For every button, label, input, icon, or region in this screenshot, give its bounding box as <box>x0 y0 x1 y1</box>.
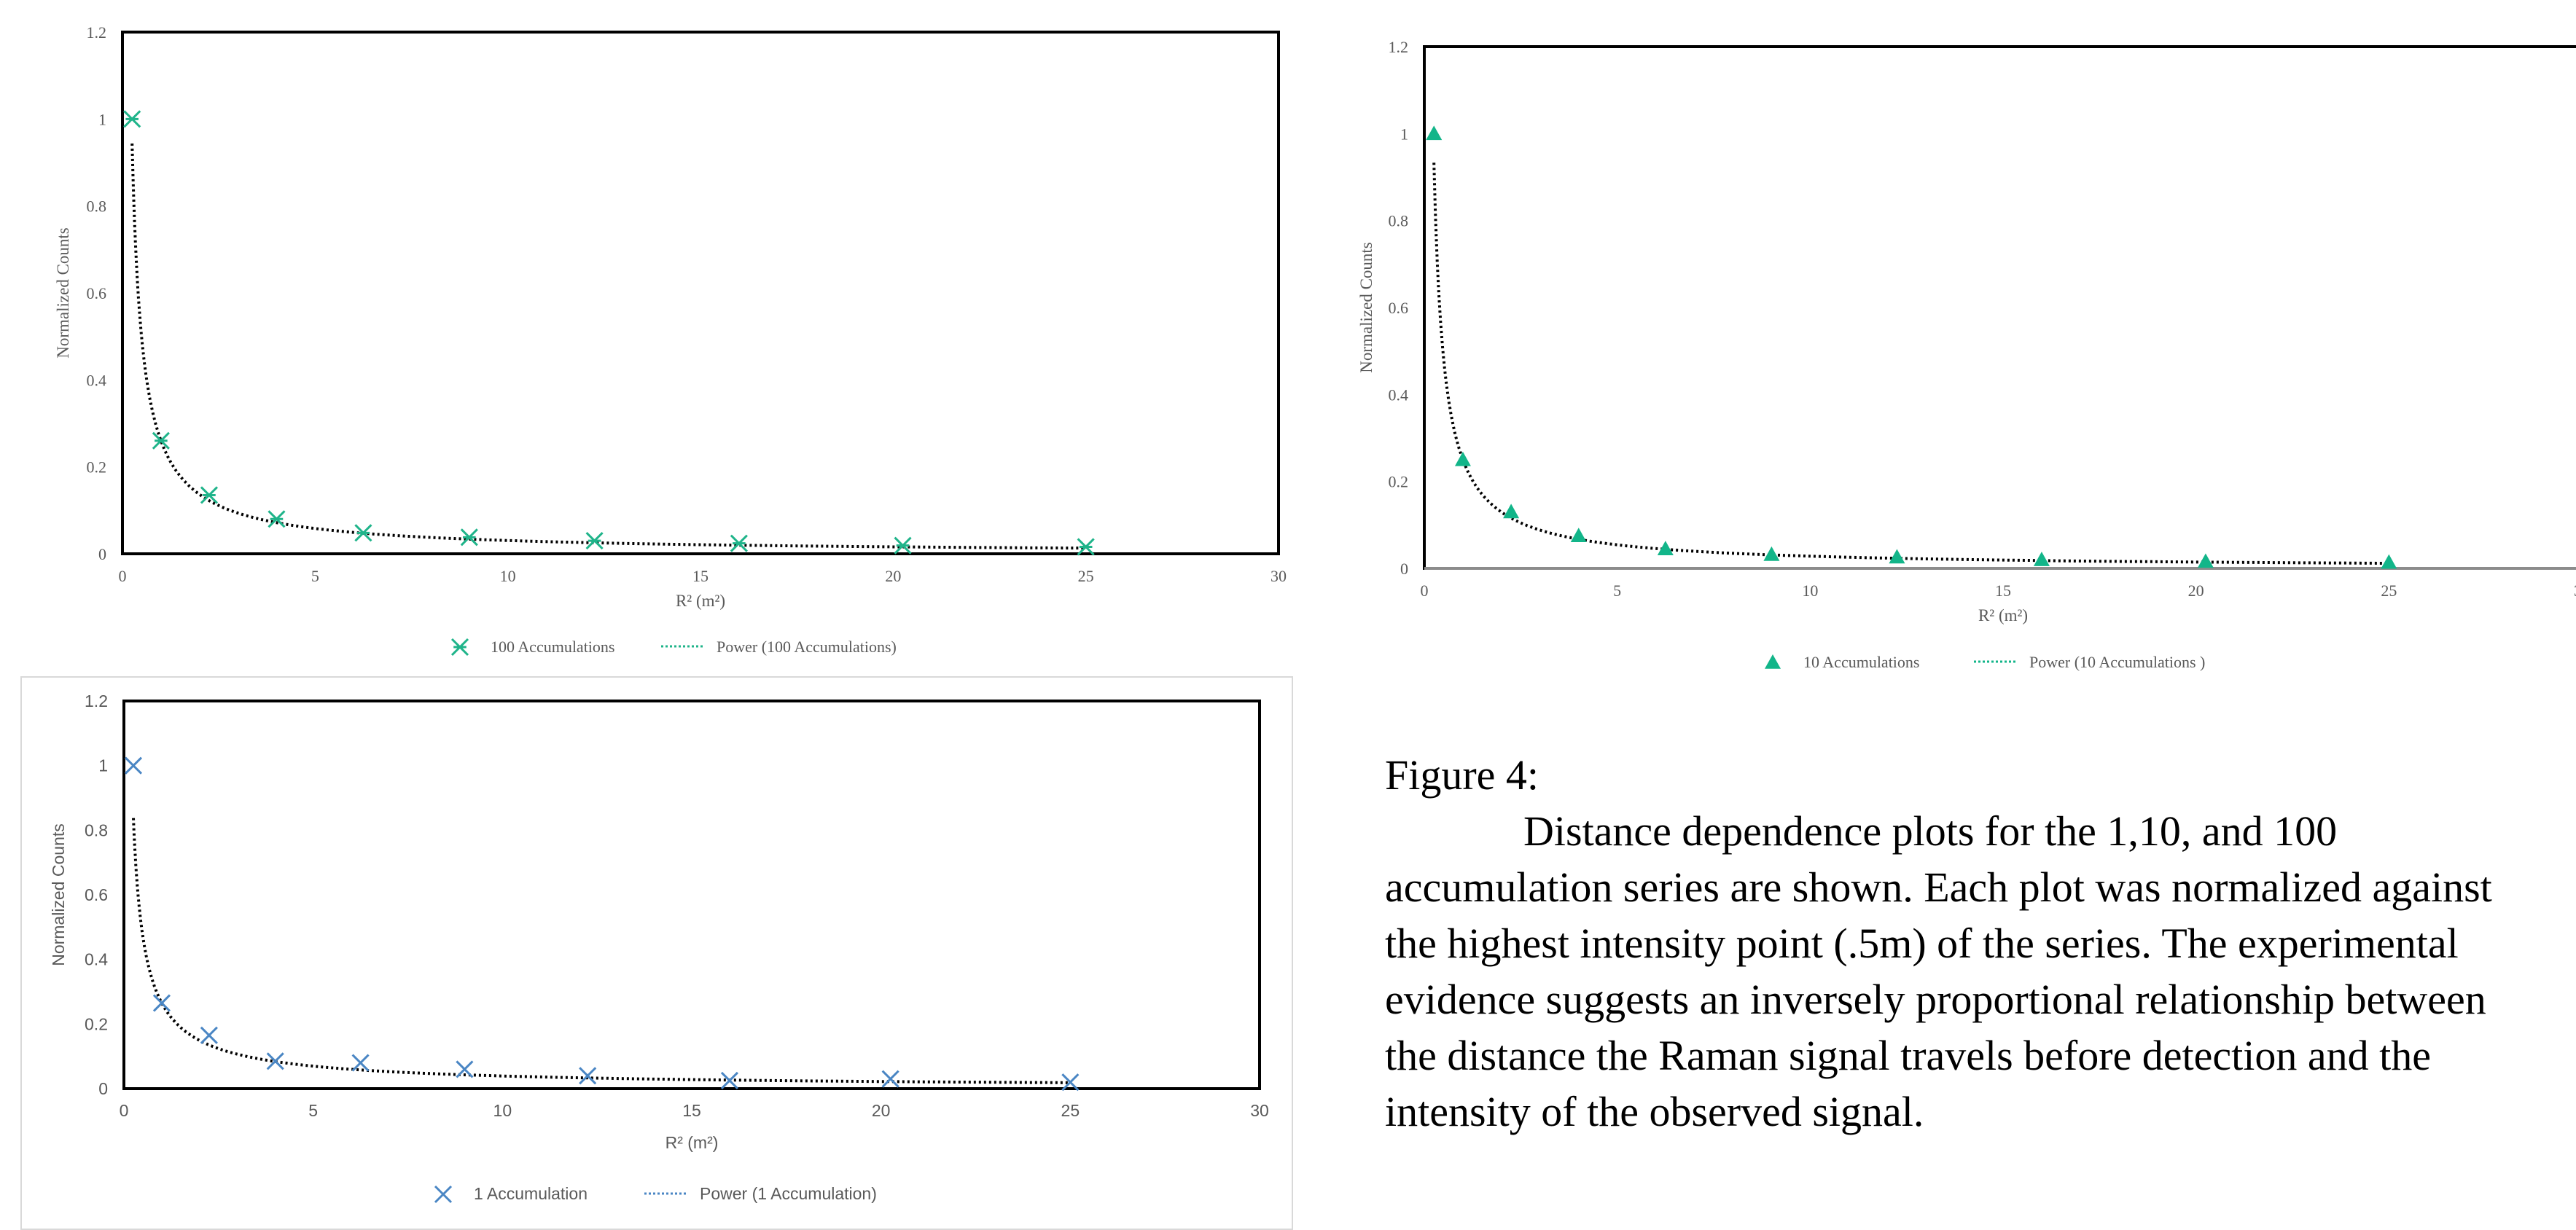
x-tick-label: 25 <box>1061 1101 1080 1120</box>
x-tick-label: 15 <box>682 1101 701 1120</box>
y-tick-label: 0.2 <box>1389 473 1409 491</box>
data-point <box>579 1067 597 1085</box>
y-tick-label: 0 <box>98 545 106 563</box>
y-axis-title: Normalized Counts <box>54 227 72 359</box>
x-tick-label: 10 <box>1802 581 1818 600</box>
y-tick-label: 0.6 <box>1389 299 1409 317</box>
data-point <box>1570 528 1587 543</box>
legend-marker <box>450 638 469 657</box>
data-point <box>1426 125 1443 141</box>
plot-area-border <box>122 700 1261 1090</box>
data-point <box>200 1026 218 1044</box>
trendline-power <box>1432 162 2389 565</box>
legend-label: Power (100 Accumulations) <box>717 638 897 656</box>
y-tick-label: 0.8 <box>85 820 108 839</box>
data-point <box>585 532 604 550</box>
legend-marker <box>434 1185 453 1204</box>
y-tick-label: 0.4 <box>87 371 107 389</box>
x-tick-label: 20 <box>872 1101 891 1120</box>
y-tick-label: 1 <box>1400 125 1408 143</box>
data-point <box>152 431 170 450</box>
data-point <box>1454 451 1471 466</box>
y-tick-label: 0 <box>1400 560 1408 578</box>
y-tick-label: 0.4 <box>85 950 108 969</box>
x-axis-title: R² (m²) <box>666 1133 719 1152</box>
legend-label: 10 Accumulations <box>1803 653 1919 671</box>
x-tick-label: 25 <box>1078 567 1094 585</box>
data-point <box>1763 546 1780 561</box>
y-axis-title: Normalized Counts <box>49 823 68 966</box>
caption-title: Figure 4: <box>1385 751 1539 799</box>
legend-label: Power (1 Accumulation) <box>700 1184 877 1203</box>
y-tick-label: 0.2 <box>85 1014 108 1033</box>
data-point <box>2381 554 2397 569</box>
x-tick-label: 30 <box>2574 581 2576 600</box>
data-point <box>268 510 286 528</box>
data-point <box>200 486 219 504</box>
legend-label: 100 Accumulations <box>491 638 614 656</box>
x-tick-label: 30 <box>1271 567 1287 585</box>
chart-10-accumulations: 0 0.2 0.4 0.6 0.8 1 1.2 0 5 10 15 20 25 30 R² (m²) Norm… <box>1357 38 2576 671</box>
data-point <box>1503 504 1520 519</box>
data-point <box>124 756 143 775</box>
y-tick-label: 0 <box>98 1079 108 1098</box>
figure-caption: Figure 4: Distance dependence plots for … <box>1385 747 2522 1140</box>
y-tick-label: 0.8 <box>1389 212 1409 230</box>
plot-area-border <box>121 31 1280 555</box>
y-tick-label: 0.6 <box>85 885 108 904</box>
chart-1-accumulation: 0 0.2 0.4 0.6 0.8 1 1.2 0 5 10 15 20 25 30 R² (m²) Norm… <box>49 692 1269 1204</box>
y-tick-label: 0.4 <box>1389 385 1409 404</box>
y-tick-label: 0.2 <box>87 458 107 477</box>
data-point <box>730 534 748 552</box>
y-tick-label: 0.6 <box>87 284 107 302</box>
trendline-power <box>130 143 1086 550</box>
y-tick-label: 1 <box>98 756 108 775</box>
x-axis-title: R² (m²) <box>676 592 725 610</box>
plot-area-border <box>1423 45 2576 570</box>
data-point <box>1889 549 1905 564</box>
data-point <box>720 1071 738 1089</box>
data-point <box>123 110 141 128</box>
x-tick-label: 0 <box>120 1101 129 1120</box>
data-point <box>354 524 372 542</box>
x-axis-title: R² (m²) <box>1978 606 2028 624</box>
data-point <box>351 1054 370 1072</box>
x-tick-label: 0 <box>119 567 127 585</box>
y-axis-title: Normalized Counts <box>1357 242 1375 373</box>
data-point <box>266 1052 284 1070</box>
x-tick-label: 10 <box>493 1101 512 1120</box>
data-point <box>1061 1073 1080 1092</box>
y-tick-label: 1.2 <box>1389 38 1409 56</box>
x-tick-label: 20 <box>885 567 901 585</box>
data-point <box>152 994 171 1012</box>
x-tick-label: 15 <box>1995 581 2011 600</box>
y-tick-label: 1 <box>98 110 106 128</box>
data-point <box>460 528 478 547</box>
chart-100-accumulations: 0 0.2 0.4 0.6 0.8 1 1.2 0 5 10 15 20 25 30 R² (m²) Norm… <box>54 23 1287 657</box>
trendline-power <box>132 818 1071 1084</box>
data-point <box>2197 553 2214 568</box>
data-point <box>1077 538 1095 556</box>
x-tick-label: 25 <box>2381 581 2397 600</box>
x-tick-label: 20 <box>2188 581 2204 600</box>
x-tick-label: 5 <box>308 1101 318 1120</box>
legend-label: Power (10 Accumulations ) <box>2029 653 2205 671</box>
y-tick-label: 1.2 <box>87 23 107 42</box>
data-point <box>881 1070 899 1088</box>
x-tick-label: 15 <box>692 567 709 585</box>
legend-label: 1 Accumulation <box>474 1184 588 1203</box>
data-point <box>2033 552 2050 566</box>
x-tick-label: 5 <box>1613 581 1621 600</box>
y-tick-label: 1.2 <box>85 692 108 710</box>
data-point <box>456 1060 474 1078</box>
x-tick-label: 10 <box>500 567 516 585</box>
data-point <box>1657 541 1674 555</box>
legend-marker <box>1765 654 1781 669</box>
data-point <box>894 536 912 555</box>
x-tick-label: 5 <box>311 567 319 585</box>
y-tick-label: 0.8 <box>87 197 107 216</box>
x-tick-label: 0 <box>1421 581 1429 600</box>
caption-body: Distance dependence plots for the 1,10, … <box>1385 807 2492 1135</box>
x-tick-label: 30 <box>1250 1101 1269 1120</box>
